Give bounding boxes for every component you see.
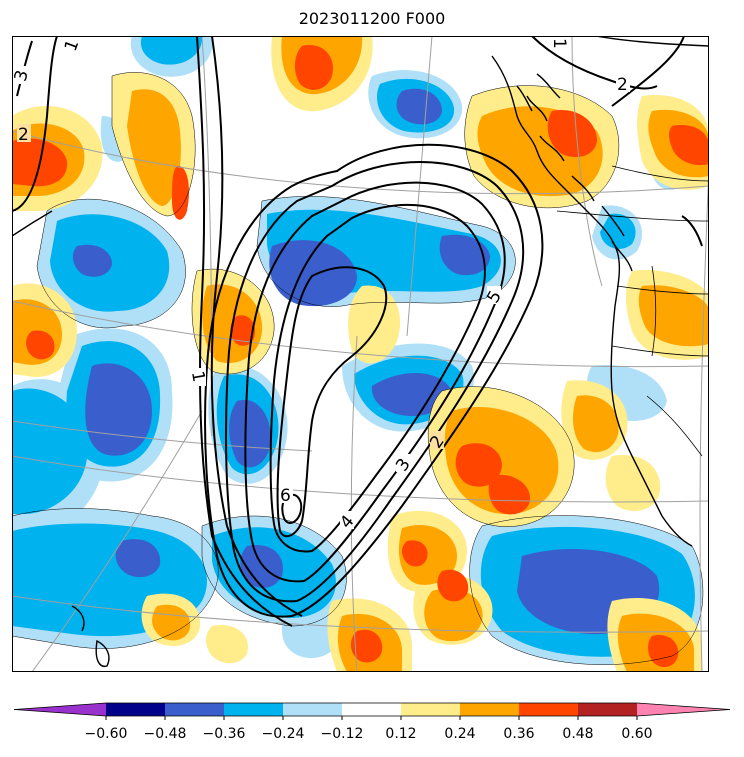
colorbar-bin [224,703,283,716]
colorbar-bin [283,703,342,716]
colorbar-tick-label: 0.36 [503,726,534,742]
colorbar-tick-label: −0.24 [262,726,305,742]
contour-labels: 3 2 1 2 1 1 5 2 3 4 6 [12,37,630,533]
colorbar-tick-label: 0.12 [385,726,416,742]
colorbar-tick-label: −0.48 [144,726,187,742]
colorbar: −0.60 −0.48 −0.36 −0.24 −0.12 0.12 0.24 0.36 0.4… [13,702,731,742]
map-title: 2023011200 F000 [298,9,446,28]
colorbar-bin [519,703,578,716]
contour-label: 2 [18,125,29,145]
coastlines [12,36,709,668]
map-panel: 3 2 1 2 1 1 5 2 3 4 6 [12,36,709,672]
colorbar-tick-label: −0.12 [321,726,364,742]
contour-label: 2 [617,75,628,95]
colorbar-bin [342,703,401,716]
map-frame [12,36,709,672]
contour-label: 1 [187,370,209,384]
colorbar-bin [106,703,165,716]
contour-label: 1 [549,38,569,49]
colorbar-bin [578,703,637,716]
colorbar-bin [637,703,730,716]
colorbar-bin [14,703,106,716]
shading-outlines [12,72,704,665]
graticule [12,36,709,672]
colorbar-bin [165,703,224,716]
colorbar-tick-label: 0.24 [444,726,475,742]
colorbar-bin [460,703,519,716]
contour-label: 6 [280,486,291,506]
colorbar-tick-label: 0.48 [562,726,593,742]
political-borders [556,165,709,457]
colorbar-tick-label: −0.36 [203,726,246,742]
colorbar-tick-label: −0.60 [85,726,128,742]
colorbar-tick-label: 0.60 [621,726,652,742]
shading-negative-strong [72,88,660,635]
contour-label: 3 [12,68,33,84]
colorbar-bin [401,703,460,716]
shading-positive-strong [12,45,709,668]
